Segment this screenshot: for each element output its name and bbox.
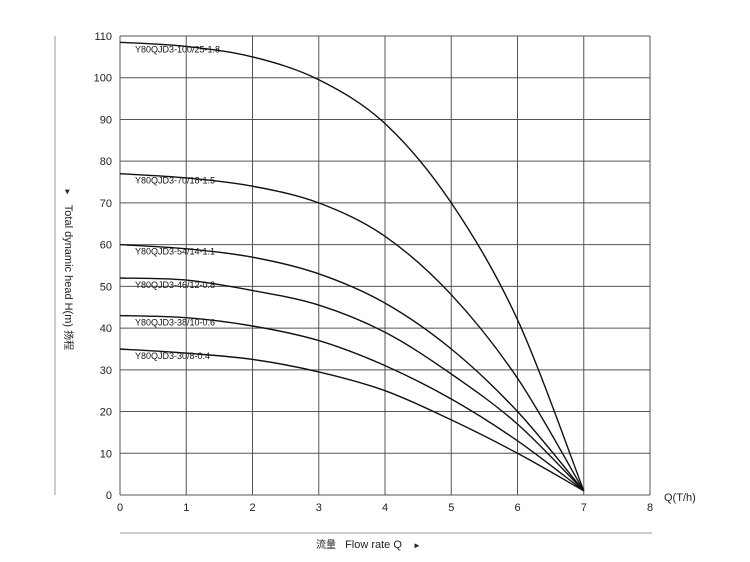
y-axis-title: ► Total dynamic head H(m) 扬程 — [62, 188, 75, 350]
y-tick-label: 100 — [94, 73, 112, 85]
x-axis-title-cn: 流量 — [316, 538, 336, 551]
x-axis-ticks: 0 1 2 3 4 5 6 7 8 — [117, 502, 653, 514]
x-axis-unit-label: Q(T/h) — [664, 492, 696, 504]
y-tick-label: 50 — [100, 281, 112, 293]
y-axis-arrow-icon: ► — [63, 188, 72, 196]
series-label: Y80QJD3-70/18-1.5 — [135, 176, 215, 186]
series-label: Y80QJD3-38/10-0.6 — [135, 318, 215, 328]
x-tick-label: 4 — [382, 502, 388, 514]
series-group — [119, 41, 585, 492]
y-tick-label: 20 — [100, 407, 112, 419]
x-tick-label: 3 — [316, 502, 322, 514]
x-tick-label: 6 — [514, 502, 520, 514]
y-tick-label: 30 — [100, 365, 112, 377]
y-axis-ticks: 0 10 20 30 40 50 60 70 80 90 100 110 — [94, 31, 112, 502]
y-tick-label: 40 — [100, 323, 112, 335]
series-label: Y80QJD3-46/12-0.8 — [135, 280, 215, 290]
x-tick-label: 8 — [647, 502, 653, 514]
x-axis-title: 流量 Flow rate Q ► — [316, 538, 421, 551]
series-line — [119, 41, 585, 492]
series-label: Y80QJD3-30/8-0.4 — [135, 351, 210, 361]
series-line — [119, 348, 585, 492]
grid — [119, 35, 651, 496]
x-tick-label: 0 — [117, 502, 123, 514]
series-labels: Y80QJD3-100/25-1.8 Y80QJD3-70/18-1.5 Y80QJ… — [135, 44, 220, 361]
series-label: Y80QJD3-54/14-1.1 — [135, 247, 215, 257]
series-line — [119, 173, 585, 492]
y-axis-title-en: Total dynamic head H(m) — [62, 205, 74, 327]
series-line — [119, 314, 585, 492]
y-tick-label: 0 — [106, 490, 112, 502]
y-tick-label: 110 — [94, 31, 112, 43]
series-line — [119, 243, 585, 492]
y-tick-label: 10 — [100, 448, 112, 460]
series-label: Y80QJD3-100/25-1.8 — [135, 44, 220, 54]
x-tick-label: 7 — [581, 502, 587, 514]
x-axis-arrow-icon: ► — [413, 541, 421, 550]
series-line — [119, 277, 585, 492]
x-axis-title-en: Flow rate Q — [345, 539, 402, 551]
y-tick-label: 70 — [100, 198, 112, 210]
x-tick-label: 1 — [183, 502, 189, 514]
y-tick-label: 90 — [100, 114, 112, 126]
y-tick-label: 60 — [100, 240, 112, 252]
y-axis-title-cn: 扬程 — [62, 330, 75, 350]
y-tick-label: 80 — [100, 156, 112, 168]
x-tick-label: 2 — [249, 502, 255, 514]
x-tick-label: 5 — [448, 502, 454, 514]
